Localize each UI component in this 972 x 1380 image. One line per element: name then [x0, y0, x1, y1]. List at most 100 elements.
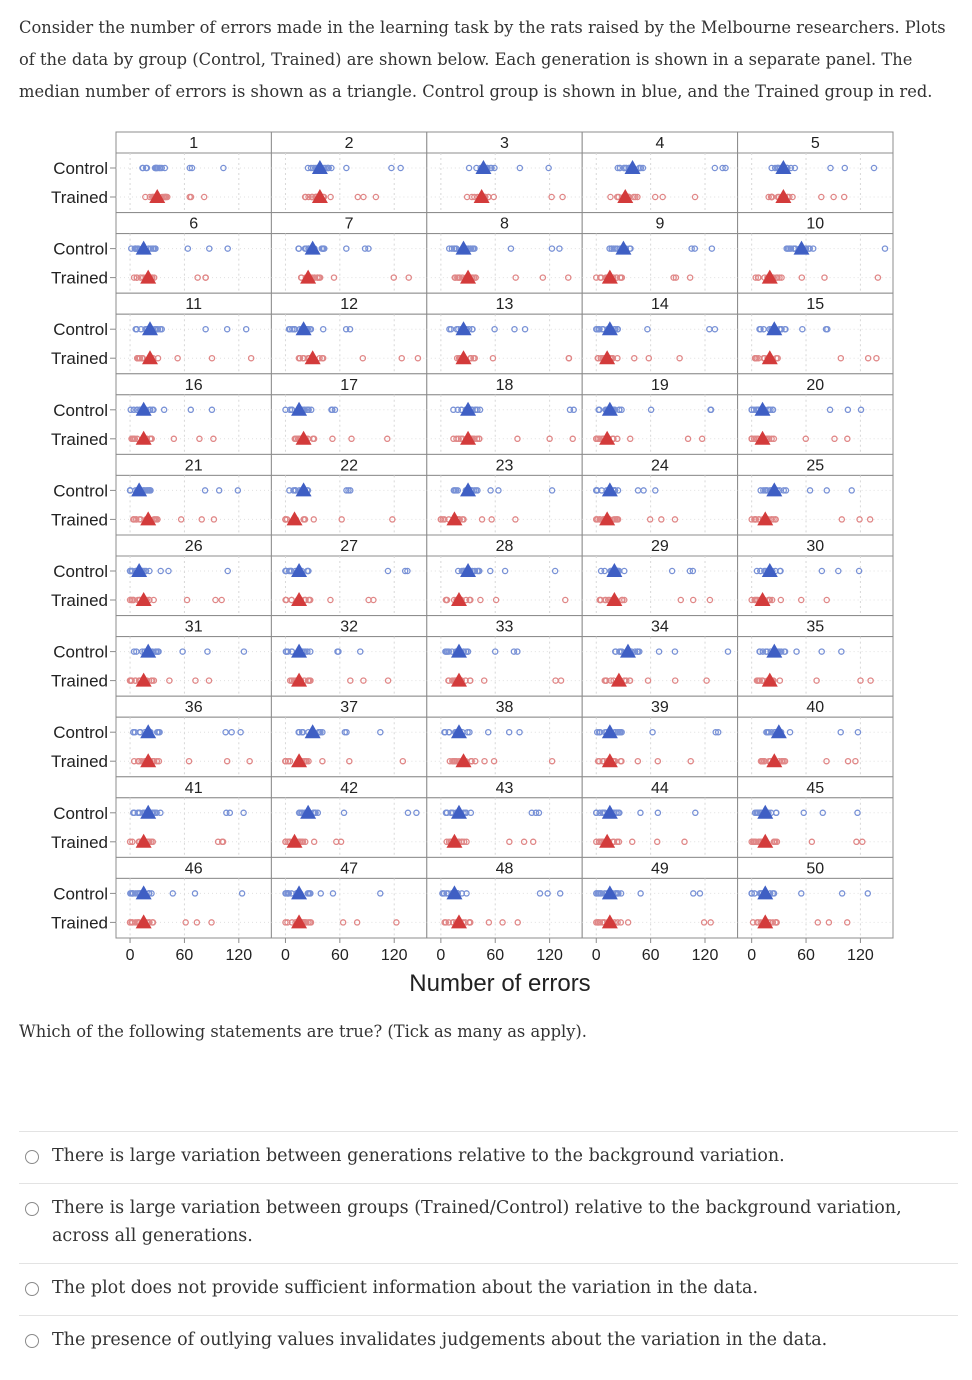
panel-gen-14: 14 — [581, 292, 739, 375]
control-point — [319, 728, 326, 736]
control-point — [545, 164, 552, 172]
trained-point — [208, 354, 216, 362]
trained-point — [347, 677, 354, 684]
control-point — [822, 325, 830, 333]
trained-point — [559, 193, 566, 201]
trained-point — [480, 677, 488, 684]
trained-point — [752, 838, 760, 846]
option-1-label: There is large variation between generat… — [52, 1146, 785, 1166]
control-point — [491, 164, 498, 172]
trained-median-triangle — [135, 914, 152, 929]
option-1-checkbox[interactable] — [25, 1150, 39, 1164]
trained-point — [821, 274, 828, 281]
control-point — [139, 164, 147, 172]
control-point — [556, 890, 564, 897]
panel-gen-39: 39 — [581, 695, 739, 778]
trained-median-triangle — [300, 269, 317, 284]
control-point — [786, 728, 794, 736]
x-tick-label: 60 — [642, 947, 660, 964]
trained-point — [512, 516, 519, 523]
trained-point — [218, 596, 225, 604]
trained-point — [451, 274, 459, 281]
trained-point — [852, 757, 859, 765]
panel-plot-area — [737, 233, 894, 294]
option-4-checkbox[interactable] — [25, 1334, 39, 1348]
trained-median-triangle — [599, 350, 616, 365]
control-point — [454, 406, 462, 414]
control-point — [224, 567, 231, 575]
panel-title: 36 — [185, 699, 203, 716]
trained-point — [749, 919, 757, 926]
panel-title: 30 — [806, 538, 824, 555]
trained-point — [873, 354, 880, 362]
trained-point — [569, 435, 576, 443]
trained-point — [305, 757, 312, 765]
trained-point — [247, 354, 255, 362]
panel-gen-2: 2 — [270, 131, 428, 214]
control-point — [608, 245, 615, 252]
control-point — [647, 406, 655, 414]
control-point — [614, 728, 622, 736]
panel-title: 15 — [806, 296, 824, 313]
panel-plot-area — [270, 636, 428, 697]
panel-title: 22 — [340, 457, 358, 474]
option-3-checkbox[interactable] — [25, 1282, 39, 1296]
panel-plot-area — [426, 797, 583, 858]
trained-point — [593, 838, 600, 846]
trained-median-triangle — [140, 511, 157, 526]
trained-point — [470, 354, 477, 362]
panel-plot-area — [581, 636, 739, 697]
trained-median-triangle — [291, 914, 308, 929]
trained-point — [651, 193, 659, 201]
trained-point — [472, 757, 479, 765]
trained-point — [300, 354, 308, 362]
panel-plot-area — [581, 313, 739, 375]
trained-median-triangle — [140, 269, 157, 284]
control-point — [535, 809, 543, 817]
control-median-triangle — [304, 240, 321, 255]
answer-option-2[interactable]: There is large variation between groups … — [19, 1183, 958, 1263]
trained-point — [466, 596, 473, 604]
trained-point — [602, 596, 610, 604]
panel-title: 20 — [806, 377, 824, 394]
panel-gen-22: 22 — [270, 453, 428, 536]
control-point — [357, 648, 364, 655]
panel-title: 9 — [655, 216, 664, 233]
trained-median-triangle — [135, 672, 152, 687]
option-3-label: The plot does not provide sufficient inf… — [52, 1278, 759, 1298]
answer-option-1[interactable]: There is large variation between generat… — [19, 1131, 958, 1183]
control-point — [786, 245, 793, 252]
row-label-control: Control — [53, 723, 108, 742]
control-median-triangle — [300, 804, 317, 819]
control-point — [223, 325, 231, 333]
option-2-checkbox[interactable] — [25, 1202, 39, 1216]
control-point — [147, 245, 155, 252]
trained-point — [359, 354, 367, 362]
control-point — [712, 728, 719, 736]
panel-gen-18: 18 — [426, 373, 583, 455]
x-tick-label: 0 — [592, 947, 601, 964]
control-point — [688, 245, 695, 252]
trained-point — [814, 919, 822, 926]
control-point — [130, 648, 138, 655]
trained-point — [205, 677, 213, 684]
trained-point — [170, 435, 178, 443]
panel-title: 27 — [340, 538, 358, 555]
trained-point — [337, 838, 345, 846]
control-median-triangle — [475, 160, 492, 174]
control-median-triangle — [615, 240, 632, 255]
trained-point — [623, 677, 630, 684]
control-point — [305, 567, 312, 575]
control-point — [201, 487, 209, 494]
trained-point — [476, 435, 483, 443]
control-point — [153, 809, 160, 817]
trained-point — [354, 193, 362, 201]
control-point — [501, 567, 509, 575]
trained-median-triangle — [286, 511, 303, 526]
trained-point — [748, 838, 755, 846]
row-label-trained: Trained — [51, 752, 108, 771]
answer-option-4[interactable]: The presence of outlying values invalida… — [19, 1315, 958, 1367]
control-point — [751, 890, 758, 897]
answer-option-3[interactable]: The plot does not provide sufficient inf… — [19, 1263, 958, 1315]
control-point — [826, 406, 834, 414]
